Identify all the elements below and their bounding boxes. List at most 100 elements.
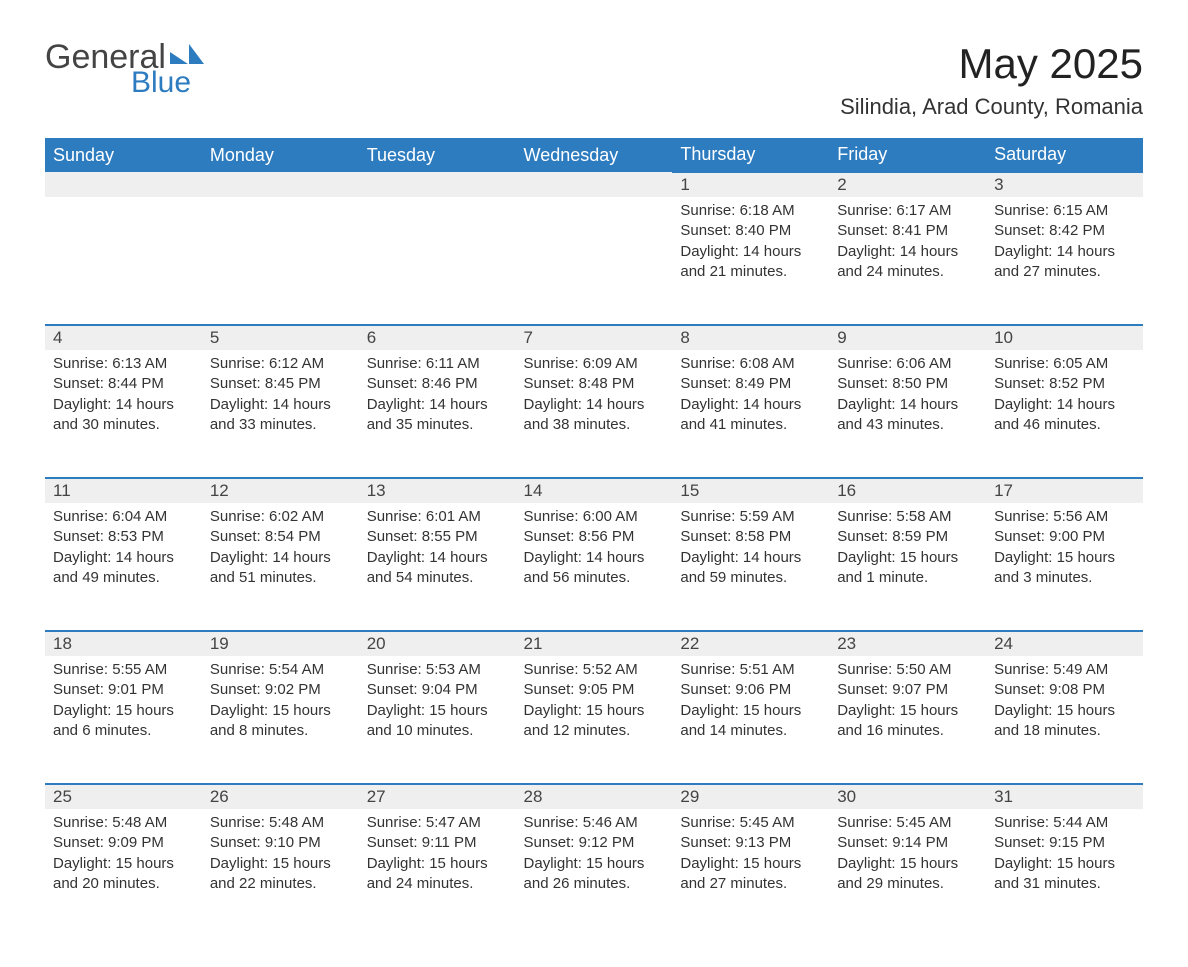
day-number: 3 [986, 172, 1143, 197]
day-number: 2 [829, 172, 986, 197]
sunrise-line: Sunrise: 6:18 AM [680, 201, 821, 221]
day-detail: Sunrise: 5:51 AMSunset: 9:06 PMDaylight:… [672, 656, 829, 784]
weekday-header-row: SundayMondayTuesdayWednesdayThursdayFrid… [45, 138, 1143, 172]
sunset-line: Sunset: 9:07 PM [837, 680, 978, 700]
sunset-line: Sunset: 9:12 PM [524, 833, 665, 853]
daylight-line: Daylight: 14 hours and 35 minutes. [367, 395, 508, 436]
sunset-line: Sunset: 9:08 PM [994, 680, 1135, 700]
daylight-line: Daylight: 14 hours and 33 minutes. [210, 395, 351, 436]
calendar-page: General Blue May 2025 Silindia, Arad Cou… [0, 0, 1188, 967]
day-detail: Sunrise: 5:52 AMSunset: 9:05 PMDaylight:… [516, 656, 673, 784]
day-number: 1 [672, 172, 829, 197]
weekday-header: Friday [829, 138, 986, 172]
sunrise-line: Sunrise: 5:55 AM [53, 660, 194, 680]
day-number: 25 [45, 784, 202, 809]
day-detail: Sunrise: 6:06 AMSunset: 8:50 PMDaylight:… [829, 350, 986, 478]
sunset-line: Sunset: 9:15 PM [994, 833, 1135, 853]
daylight-line: Daylight: 15 hours and 12 minutes. [524, 701, 665, 742]
day-number: 23 [829, 631, 986, 656]
empty-cell [45, 172, 202, 197]
daylight-line: Daylight: 15 hours and 26 minutes. [524, 854, 665, 895]
daynum-row: 45678910 [45, 325, 1143, 350]
day-number: 27 [359, 784, 516, 809]
daylight-line: Daylight: 15 hours and 16 minutes. [837, 701, 978, 742]
daylight-line: Daylight: 14 hours and 59 minutes. [680, 548, 821, 589]
sunrise-line: Sunrise: 5:56 AM [994, 507, 1135, 527]
sunset-line: Sunset: 8:54 PM [210, 527, 351, 547]
daylight-line: Daylight: 14 hours and 21 minutes. [680, 242, 821, 283]
sunrise-line: Sunrise: 6:06 AM [837, 354, 978, 374]
empty-cell [45, 197, 202, 325]
sunset-line: Sunset: 9:05 PM [524, 680, 665, 700]
weekday-header: Saturday [986, 138, 1143, 172]
daynum-row: 25262728293031 [45, 784, 1143, 809]
day-number: 4 [45, 325, 202, 350]
day-number: 28 [516, 784, 673, 809]
day-detail: Sunrise: 6:13 AMSunset: 8:44 PMDaylight:… [45, 350, 202, 478]
sunrise-line: Sunrise: 5:47 AM [367, 813, 508, 833]
sunrise-line: Sunrise: 5:52 AM [524, 660, 665, 680]
day-detail: Sunrise: 5:59 AMSunset: 8:58 PMDaylight:… [672, 503, 829, 631]
weekday-header: Thursday [672, 138, 829, 172]
sunset-line: Sunset: 9:04 PM [367, 680, 508, 700]
sunrise-line: Sunrise: 5:59 AM [680, 507, 821, 527]
day-detail: Sunrise: 5:49 AMSunset: 9:08 PMDaylight:… [986, 656, 1143, 784]
day-number: 6 [359, 325, 516, 350]
day-detail: Sunrise: 6:05 AMSunset: 8:52 PMDaylight:… [986, 350, 1143, 478]
day-number: 5 [202, 325, 359, 350]
daynum-row: 11121314151617 [45, 478, 1143, 503]
sunrise-line: Sunrise: 6:17 AM [837, 201, 978, 221]
daylight-line: Daylight: 15 hours and 20 minutes. [53, 854, 194, 895]
location-label: Silindia, Arad County, Romania [840, 94, 1143, 120]
sunrise-line: Sunrise: 5:58 AM [837, 507, 978, 527]
logo: General Blue [45, 40, 204, 98]
day-detail: Sunrise: 5:54 AMSunset: 9:02 PMDaylight:… [202, 656, 359, 784]
sunset-line: Sunset: 9:01 PM [53, 680, 194, 700]
daylight-line: Daylight: 15 hours and 6 minutes. [53, 701, 194, 742]
day-detail: Sunrise: 6:09 AMSunset: 8:48 PMDaylight:… [516, 350, 673, 478]
sunset-line: Sunset: 8:50 PM [837, 374, 978, 394]
sunrise-line: Sunrise: 5:51 AM [680, 660, 821, 680]
day-detail: Sunrise: 5:58 AMSunset: 8:59 PMDaylight:… [829, 503, 986, 631]
daylight-line: Daylight: 15 hours and 24 minutes. [367, 854, 508, 895]
day-number: 13 [359, 478, 516, 503]
sunset-line: Sunset: 8:44 PM [53, 374, 194, 394]
day-number: 9 [829, 325, 986, 350]
sunset-line: Sunset: 9:14 PM [837, 833, 978, 853]
daylight-line: Daylight: 14 hours and 56 minutes. [524, 548, 665, 589]
sunset-line: Sunset: 8:42 PM [994, 221, 1135, 241]
weekday-header: Monday [202, 138, 359, 172]
day-detail: Sunrise: 5:50 AMSunset: 9:07 PMDaylight:… [829, 656, 986, 784]
weekday-header: Wednesday [516, 138, 673, 172]
empty-cell [516, 172, 673, 197]
day-number: 22 [672, 631, 829, 656]
daylight-line: Daylight: 15 hours and 29 minutes. [837, 854, 978, 895]
sunset-line: Sunset: 8:45 PM [210, 374, 351, 394]
sunrise-line: Sunrise: 6:13 AM [53, 354, 194, 374]
day-detail: Sunrise: 6:02 AMSunset: 8:54 PMDaylight:… [202, 503, 359, 631]
month-title: May 2025 [840, 40, 1143, 88]
day-number: 10 [986, 325, 1143, 350]
day-detail: Sunrise: 6:01 AMSunset: 8:55 PMDaylight:… [359, 503, 516, 631]
weekday-header: Tuesday [359, 138, 516, 172]
day-number: 26 [202, 784, 359, 809]
sunset-line: Sunset: 8:46 PM [367, 374, 508, 394]
day-detail: Sunrise: 6:04 AMSunset: 8:53 PMDaylight:… [45, 503, 202, 631]
day-detail: Sunrise: 6:11 AMSunset: 8:46 PMDaylight:… [359, 350, 516, 478]
sunrise-line: Sunrise: 5:54 AM [210, 660, 351, 680]
empty-cell [359, 172, 516, 197]
daylight-line: Daylight: 15 hours and 3 minutes. [994, 548, 1135, 589]
daylight-line: Daylight: 15 hours and 14 minutes. [680, 701, 821, 742]
sunset-line: Sunset: 9:11 PM [367, 833, 508, 853]
daylight-line: Daylight: 14 hours and 24 minutes. [837, 242, 978, 283]
daylight-line: Daylight: 14 hours and 30 minutes. [53, 395, 194, 436]
daynum-row: 18192021222324 [45, 631, 1143, 656]
daylight-line: Daylight: 14 hours and 51 minutes. [210, 548, 351, 589]
day-number: 14 [516, 478, 673, 503]
sunrise-line: Sunrise: 5:46 AM [524, 813, 665, 833]
day-number: 15 [672, 478, 829, 503]
day-detail: Sunrise: 6:12 AMSunset: 8:45 PMDaylight:… [202, 350, 359, 478]
sunrise-line: Sunrise: 5:53 AM [367, 660, 508, 680]
detail-row: Sunrise: 6:13 AMSunset: 8:44 PMDaylight:… [45, 350, 1143, 478]
sunset-line: Sunset: 9:09 PM [53, 833, 194, 853]
